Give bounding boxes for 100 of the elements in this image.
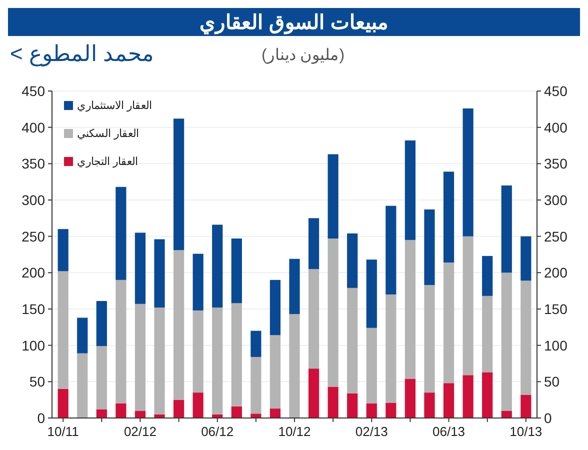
bar	[116, 280, 126, 404]
bar	[462, 236, 474, 376]
bar	[192, 310, 204, 393]
bar	[96, 409, 107, 418]
legend-label: العقار التجاري	[77, 156, 138, 168]
bar	[482, 372, 493, 418]
bar	[134, 304, 146, 411]
x-tick-label: 10/13	[510, 424, 542, 439]
y2-tick-label: 400	[544, 119, 568, 136]
bar	[366, 403, 377, 418]
y2-tick-label: 250	[544, 228, 568, 244]
y2-tick-label: 450	[544, 83, 568, 99]
bar	[250, 356, 262, 414]
y-tick-label: 100	[22, 337, 46, 354]
y-tick-label: 50	[29, 374, 46, 390]
y2-tick-label: 300	[544, 192, 568, 208]
bar	[520, 394, 532, 418]
bar	[270, 280, 281, 336]
bar	[231, 238, 242, 304]
bar	[231, 303, 242, 406]
y-tick-label: 0	[37, 410, 46, 426]
bar	[58, 229, 68, 272]
y-tick-label: 150	[22, 301, 46, 317]
y-tick-label: 450	[22, 83, 46, 99]
x-tick-label: 06/13	[432, 424, 466, 439]
bar	[404, 240, 416, 379]
bar	[328, 386, 338, 418]
bar	[116, 403, 126, 418]
bar	[443, 262, 454, 384]
y2-tick-label: 350	[544, 156, 568, 172]
bar	[462, 108, 474, 236]
legend-label: العقار الاستثماري	[77, 100, 152, 112]
bar	[366, 328, 377, 404]
bar	[77, 353, 88, 418]
bar	[212, 308, 223, 414]
bar	[482, 256, 493, 296]
bar	[347, 233, 358, 288]
bar	[58, 271, 68, 389]
x-tick-label: 02/12	[124, 424, 156, 439]
bar	[154, 239, 165, 308]
y2-tick-label: 200	[544, 264, 568, 281]
bar	[404, 140, 416, 240]
bar	[347, 393, 358, 418]
y-tick-label: 350	[22, 156, 46, 172]
bar	[96, 301, 107, 346]
bar	[424, 392, 435, 418]
bar	[328, 238, 338, 387]
bar	[501, 410, 512, 418]
bar	[520, 280, 532, 395]
bar	[192, 254, 204, 310]
bar	[77, 318, 88, 354]
bar	[289, 258, 300, 314]
bar	[386, 402, 396, 418]
bar	[308, 269, 320, 369]
bar	[482, 296, 493, 372]
bar	[173, 250, 184, 400]
text: < محمد المطوع	[10, 41, 154, 67]
bar	[462, 375, 474, 418]
x-tick-label: 10/12	[278, 424, 311, 439]
bar	[173, 118, 184, 250]
bar	[212, 224, 223, 308]
x-tick-label: 06/12	[201, 424, 234, 439]
bar	[116, 186, 126, 280]
y2-tick-label: 50	[544, 374, 560, 390]
bar	[404, 378, 416, 418]
y2-tick-label: 150	[544, 301, 568, 317]
chart-subtitle: (مليون دينار)	[261, 47, 345, 64]
bar	[501, 272, 512, 411]
bar	[520, 236, 532, 281]
bar	[366, 260, 377, 328]
y2-tick-label: 100	[544, 337, 568, 354]
bar	[328, 154, 338, 239]
bar	[134, 410, 146, 418]
bar	[173, 400, 184, 418]
y-tick-label: 250	[22, 228, 46, 244]
x-tick-label: 10/11	[47, 424, 79, 439]
bar	[501, 185, 512, 273]
bar	[386, 206, 396, 294]
bar	[96, 346, 107, 410]
chart-title: مبيعات السوق العقاري	[199, 12, 389, 35]
bar	[424, 285, 435, 393]
bar	[443, 172, 454, 262]
y-tick-label: 200	[22, 264, 46, 281]
bar	[270, 408, 281, 418]
y2-tick-label: 0	[544, 410, 552, 426]
bar	[347, 288, 358, 394]
legend-label: العقار السكني	[77, 128, 140, 140]
bar	[386, 294, 396, 403]
y-tick-label: 400	[22, 119, 46, 136]
bar	[192, 392, 204, 418]
bar	[134, 232, 146, 304]
bar	[424, 209, 435, 286]
bar	[308, 368, 320, 418]
y-tick-label: 300	[22, 192, 46, 208]
bar	[154, 308, 165, 414]
bar	[443, 383, 454, 418]
bar	[270, 335, 281, 409]
x-tick-label: 02/13	[355, 424, 388, 439]
bar	[58, 388, 68, 418]
bar	[250, 414, 262, 418]
